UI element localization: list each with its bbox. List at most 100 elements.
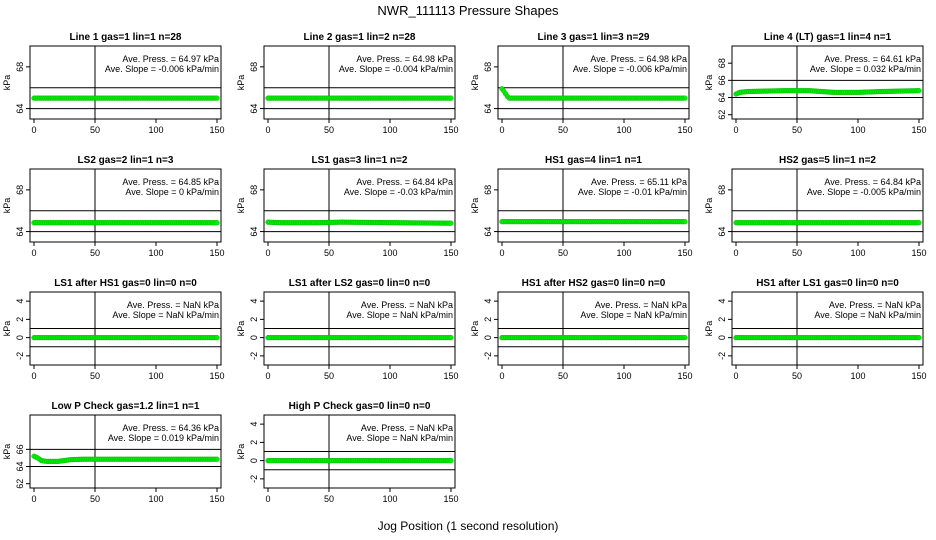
x-tick-label: 50 [324,248,334,258]
y-tick-label: 68 [249,62,259,72]
panel-title: HS1 after HS2 gas=0 lin=0 n=0 [522,278,666,289]
y-tick-label: 66 [15,444,25,454]
annotation-ave-slope: Ave. Slope = NaN kPa/min [346,310,453,320]
y-axis-label: kPa [2,444,12,460]
y-tick-label: 2 [249,440,259,445]
y-tick-label: 64 [15,227,25,237]
y-axis-label: kPa [704,75,714,91]
annotation-ave-slope: Ave. Slope = NaN kPa/min [112,310,219,320]
y-tick-label: 64 [717,93,727,103]
x-tick-label: 150 [677,371,692,381]
x-tick-label: 100 [382,371,397,381]
annotation-ave-slope: Ave. Slope = -0.01 kPa/min [578,187,687,197]
data-point [682,219,688,225]
data-point [448,458,454,464]
y-tick-label: 68 [15,62,25,72]
panel-title: LS1 after HS1 gas=0 lin=0 n=0 [54,278,197,289]
annotation-ave-slope: Ave. Slope = 0 kPa/min [125,187,219,197]
y-axis-label: kPa [236,321,246,337]
plot-frame [29,45,222,120]
y-tick-label: 4 [249,422,259,427]
y-tick-label: 4 [15,299,25,304]
x-tick-label: 150 [443,125,458,135]
y-tick-label: 0 [15,335,25,340]
panel-title: High P Check gas=0 lin=0 n=0 [289,401,431,412]
annotation-ave-slope: Ave. Slope = -0.005 kPa/min [807,187,921,197]
x-tick-label: 100 [616,371,631,381]
annotation-ave-press: Ave. Press. = NaN kPa [361,423,453,433]
y-axis-label: kPa [470,198,480,214]
y-tick-label: 0 [717,335,727,340]
x-tick-label: 0 [31,125,36,135]
x-tick-label: 0 [499,371,504,381]
y-tick-label: 68 [15,185,25,195]
x-tick-label: 0 [499,248,504,258]
y-axis-label: kPa [470,75,480,91]
x-tick-label: 150 [911,125,926,135]
x-tick-label: 150 [443,371,458,381]
data-point [448,335,454,341]
y-tick-label: 0 [249,335,259,340]
x-axis-label: Jog Position (1 second resolution) [377,519,559,533]
plot-frame [497,45,690,120]
x-tick-label: 150 [677,248,692,258]
x-tick-label: 50 [558,125,568,135]
annotation-ave-press: Ave. Press. = NaN kPa [829,300,921,310]
x-tick-label: 0 [733,125,738,135]
x-tick-label: 150 [443,494,458,504]
x-tick-label: 150 [209,125,224,135]
y-tick-label: 64 [15,104,25,114]
annotation-ave-slope: Ave. Slope = -0.03 kPa/min [344,187,453,197]
x-tick-label: 50 [90,494,100,504]
data-point [916,335,922,341]
x-tick-label: 0 [31,371,36,381]
annotation-ave-press: Ave. Press. = 64.36 kPa [122,423,219,433]
annotation-ave-press: Ave. Press. = 64.84 kPa [824,177,921,187]
panel-12: HS1 after LS1 gas=0 lin=0 n=0 0 50 100 150 -2… [704,278,927,381]
x-tick-label: 150 [443,248,458,258]
x-tick-label: 100 [148,125,163,135]
x-tick-label: 50 [324,371,334,381]
y-tick-label: 68 [249,185,259,195]
x-tick-label: 100 [382,125,397,135]
panel-title: Line 4 (LT) gas=1 lin=4 n=1 [764,32,892,43]
y-axis-label: kPa [470,321,480,337]
plot-frame [263,45,456,120]
y-axis-label: kPa [704,198,714,214]
y-axis-label: kPa [2,198,12,214]
plot-frame [731,45,924,120]
x-tick-label: 100 [616,248,631,258]
y-tick-label: -2 [483,352,493,360]
y-tick-label: 64 [483,104,493,114]
annotation-ave-press: Ave. Press. = 64.97 kPa [122,54,219,64]
plot-frame [29,168,222,243]
annotation-ave-press: Ave. Press. = 64.98 kPa [356,54,453,64]
x-tick-label: 100 [616,125,631,135]
annotation-ave-slope: Ave. Slope = NaN kPa/min [580,310,687,320]
annotation-ave-press: Ave. Press. = NaN kPa [361,300,453,310]
y-tick-label: 68 [483,62,493,72]
x-tick-label: 50 [90,125,100,135]
y-tick-label: 0 [483,335,493,340]
y-tick-label: 64 [15,462,25,472]
panel-title: HS1 after LS1 gas=0 lin=0 n=0 [756,278,899,289]
panel-title: HS1 gas=4 lin=1 n=1 [545,155,642,166]
y-axis-label: kPa [704,321,714,337]
y-tick-label: 64 [717,227,727,237]
x-tick-label: 150 [209,248,224,258]
x-tick-label: 100 [148,494,163,504]
data-point [214,220,220,226]
plot-frame [263,168,456,243]
annotation-ave-press: Ave. Press. = 64.98 kPa [590,54,687,64]
x-tick-label: 100 [850,248,865,258]
x-tick-label: 50 [324,125,334,135]
y-tick-label: 68 [717,58,727,68]
x-tick-label: 100 [382,248,397,258]
x-tick-label: 100 [382,494,397,504]
y-tick-label: 66 [717,75,727,85]
annotation-ave-slope: Ave. Slope = NaN kPa/min [814,310,921,320]
